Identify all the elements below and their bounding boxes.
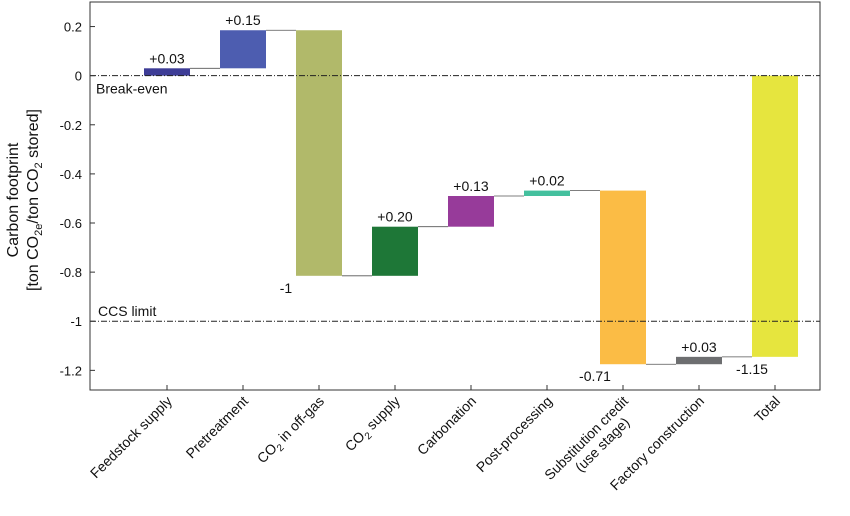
category-label-text: Total xyxy=(751,393,783,425)
data-label: +0.03 xyxy=(681,339,717,355)
data-label: +0.13 xyxy=(453,178,489,194)
bar-total xyxy=(752,75,798,357)
y-tick-label: -0.4 xyxy=(60,167,82,182)
y-axis-label: Carbon footprint[ton CO2e/ton CO2 stored… xyxy=(5,109,45,291)
bar-substitution-credit-use-stage- xyxy=(600,190,646,365)
y-axis-label-line2: [ton CO2e/ton CO2 stored] xyxy=(25,109,45,291)
connectors-layer xyxy=(190,29,752,365)
data-label: -0.71 xyxy=(579,368,611,384)
category-label: Carbonation xyxy=(414,393,479,458)
category-label: CO2 supply xyxy=(342,393,406,457)
bar-co2-in-off-gas xyxy=(296,30,342,276)
category-label: Post-processing xyxy=(473,393,555,475)
y-tick-label: -1 xyxy=(70,314,82,329)
y-tick-label: -0.6 xyxy=(60,216,82,231)
data-label: +0.02 xyxy=(529,173,565,189)
category-label-text: Carbonation xyxy=(414,393,479,458)
category-label: CO2 in off-gas xyxy=(254,393,330,469)
data-label: -1 xyxy=(280,280,293,296)
reference-lines-layer xyxy=(90,75,820,322)
y-axis-label-line1: Carbon footprint xyxy=(5,142,22,257)
bar-feedstock-supply xyxy=(144,68,190,76)
y-tick-label: -0.8 xyxy=(60,265,82,280)
data-label: -1.15 xyxy=(736,361,768,377)
ccs-limit-label: CCS limit xyxy=(98,303,156,319)
data-label: +0.03 xyxy=(149,50,185,66)
axes-layer: 0.2 0 -0.2 -0.4 -0.6 -0.8 -1 -1.2 xyxy=(60,1,821,391)
category-label: Total xyxy=(751,393,783,425)
category-label-text: CO2 supply xyxy=(342,393,406,457)
category-label: Pretreatment xyxy=(183,393,252,462)
category-label-text: Post-processing xyxy=(473,393,555,475)
bar-carbonation xyxy=(448,196,494,227)
bars-layer xyxy=(144,30,798,365)
data-label: +0.20 xyxy=(377,209,413,225)
category-label-text: CO2 in off-gas xyxy=(254,393,330,469)
data-label: +0.15 xyxy=(225,12,261,28)
bar-pretreatment xyxy=(220,30,266,69)
y-tick-label: 0.2 xyxy=(64,20,82,35)
y-tick-label: -0.2 xyxy=(60,118,82,133)
y-tick-label: -1.2 xyxy=(60,363,82,378)
y-tick-label: 0 xyxy=(75,69,82,84)
bar-factory-construction xyxy=(676,356,722,365)
category-label-text: Feedstock supply xyxy=(87,393,175,481)
category-label: Feedstock supply xyxy=(87,393,175,481)
break-even-label: Break-even xyxy=(96,81,168,97)
category-label-text: Pretreatment xyxy=(183,393,252,462)
bar-co2-supply xyxy=(372,226,418,276)
plot-frame xyxy=(89,1,821,391)
bar-post-processing xyxy=(524,190,570,196)
